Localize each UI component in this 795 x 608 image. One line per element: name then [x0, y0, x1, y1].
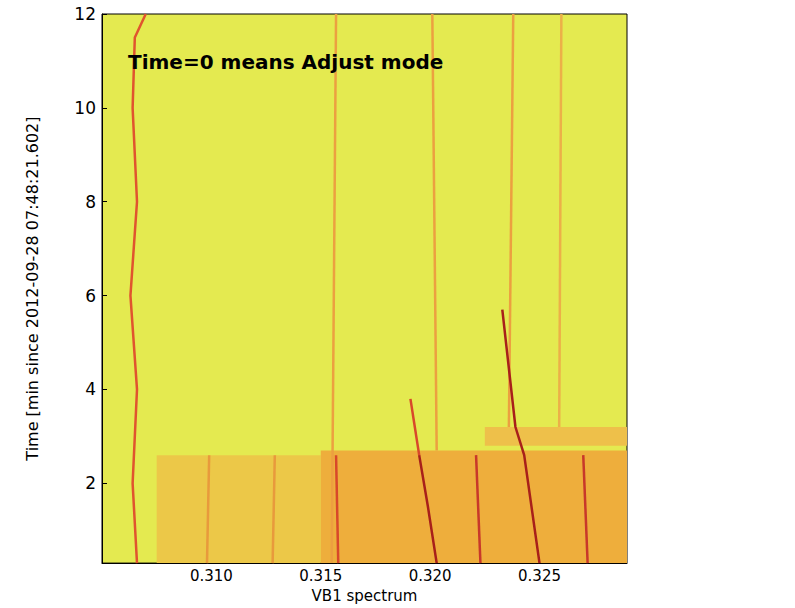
svg-text:2: 2 — [85, 473, 96, 493]
svg-text:Time=0 means Adjust mode: Time=0 means Adjust mode — [128, 50, 443, 74]
svg-text:10: 10 — [74, 98, 96, 118]
svg-text:0.315: 0.315 — [299, 567, 342, 585]
svg-text:VB1 spectrum: VB1 spectrum — [312, 587, 418, 605]
svg-text:Time [min since 2012-09-28 07:: Time [min since 2012-09-28 07:48:21.602] — [23, 116, 42, 461]
svg-text:0.325: 0.325 — [518, 567, 561, 585]
svg-text:12: 12 — [74, 4, 96, 24]
svg-text:4: 4 — [85, 379, 96, 399]
svg-text:6: 6 — [85, 286, 96, 306]
svg-text:0.310: 0.310 — [190, 567, 233, 585]
svg-text:8: 8 — [85, 192, 96, 212]
svg-text:0.320: 0.320 — [409, 567, 452, 585]
